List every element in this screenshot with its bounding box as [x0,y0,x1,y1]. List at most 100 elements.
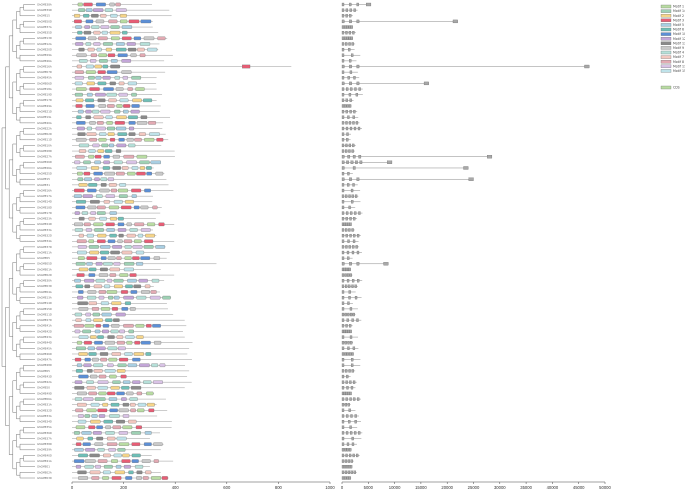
motif-box [86,126,92,131]
motif-box [129,397,138,401]
gene-label: GhGME18A [37,87,52,91]
cds-box [351,279,355,283]
motif-box [83,14,90,18]
gene-label: GhGME01A [37,267,52,271]
motif-box [111,476,122,480]
cds-box [341,465,345,469]
motif-box [79,59,88,63]
gene-label: GhGME11A [37,250,52,254]
motif-box [89,267,97,272]
cds-box [349,19,352,24]
gene-label: GhGME05 [37,369,50,373]
cds-box [351,228,354,232]
cds-box [346,318,349,322]
gene-label: GhGME29A [37,53,52,57]
motif-box [75,442,82,446]
motif-box [126,138,134,142]
motif-box [98,374,107,379]
gene-label: GhGME27D [37,318,52,322]
cds-box [341,104,345,108]
cds-box [354,284,357,288]
motif-box [105,318,113,322]
motif-box [107,104,115,108]
motif-box [104,171,115,176]
motif-box [92,312,100,317]
motif-box [130,386,142,390]
cds-box [350,414,353,418]
axis-tick-label: 45000 [573,485,585,490]
motif-box [109,216,117,221]
legend-label-cds: CDS [673,86,680,90]
motif-box [85,109,92,114]
motif-box [78,290,84,294]
motif-box [109,211,117,215]
cds-box [348,205,351,210]
legend-swatch [660,37,672,41]
motif-box [90,374,98,379]
motif-box [103,154,110,159]
motif-box [102,324,110,328]
motif-box [144,442,152,446]
motif-box [103,453,111,458]
cds-box [366,2,372,7]
cds-box [341,166,345,170]
cds-box [345,14,348,18]
legend-label: Motif 1 [673,5,684,9]
motif-box [85,8,93,12]
motif-box [97,239,106,243]
motif-box [108,19,118,24]
gene-label: GhGME13D [37,36,52,40]
motif-box [83,340,92,345]
cds-box [423,81,429,86]
motif-box [109,267,120,272]
motif-box [127,81,137,86]
motif-box [104,284,111,289]
motif-box [91,25,100,29]
motif-box [86,386,96,390]
motif-box [97,81,107,86]
cds-box [343,222,347,226]
motif-box [128,19,140,24]
cds-box [341,442,345,446]
motif-box [123,380,131,384]
motif-box [97,380,109,384]
motif-box [136,470,143,475]
cds-box [347,329,350,334]
motif-box [75,42,84,46]
gene-label: GhGME50D [37,19,52,23]
motif-box [85,448,96,452]
cds-box [346,386,349,390]
legend-swatch [660,9,672,13]
cds-box [345,431,349,435]
cds-box [348,121,352,125]
cds-box [345,245,348,249]
motif-box [100,183,107,187]
cds-box [349,14,352,18]
motif-box [121,250,133,255]
motif-box [116,143,127,148]
cds-box [348,149,351,153]
cds-box [341,324,345,328]
gene-label: GhGME16A [37,64,52,68]
motif-box [74,397,83,401]
motif-box [96,47,102,52]
phylogenetic-tree [1,4,35,479]
motif-box [124,262,135,266]
legend-swatch [660,41,672,45]
cds-box [349,262,352,266]
motif-box [97,408,108,413]
motif-box [109,233,117,238]
motif-box [98,290,106,294]
motif-box [126,340,133,345]
motif-box [84,177,92,181]
motif-box [85,115,91,119]
cds-box [347,76,350,80]
motif-box [103,160,110,165]
motif-box [146,324,152,328]
motif-box [107,335,115,339]
motif-box [103,464,113,469]
cds-box [351,284,354,288]
cds-box [349,335,353,339]
motif-box [110,14,118,18]
motif-box [161,476,168,480]
